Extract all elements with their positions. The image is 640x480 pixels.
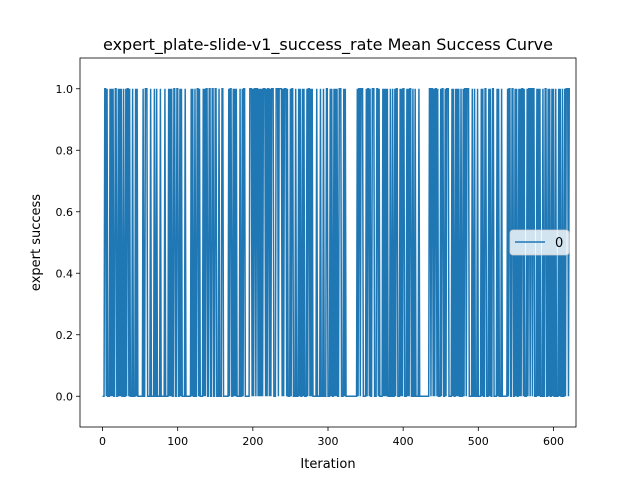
x-tick-label: 600 — [543, 435, 564, 448]
chart-title: expert_plate-slide-v1_success_rate Mean … — [103, 35, 553, 55]
y-tick-label: 0.6 — [56, 206, 74, 219]
x-tick-label: 500 — [468, 435, 489, 448]
y-tick-label: 0.0 — [56, 390, 74, 403]
x-tick-label: 100 — [167, 435, 188, 448]
x-tick-label: 0 — [99, 435, 106, 448]
y-axis-ticks: 0.0 0.2 0.4 0.6 0.8 1.0 — [56, 83, 80, 403]
y-tick-label: 0.4 — [56, 267, 74, 280]
x-axis-ticks: 0 100 200 300 400 500 600 — [99, 427, 564, 448]
x-tick-label: 300 — [318, 435, 339, 448]
x-tick-label: 200 — [242, 435, 263, 448]
y-tick-label: 1.0 — [56, 83, 74, 96]
y-axis-label: expert success — [29, 194, 44, 291]
x-tick-label: 400 — [393, 435, 414, 448]
legend: 0 — [509, 229, 570, 256]
series-line — [102, 88, 570, 397]
plot-area — [102, 88, 570, 397]
legend-label: 0 — [555, 236, 563, 251]
y-tick-label: 0.8 — [56, 144, 74, 157]
x-axis-label: Iteration — [300, 457, 355, 472]
y-tick-label: 0.2 — [56, 329, 74, 342]
